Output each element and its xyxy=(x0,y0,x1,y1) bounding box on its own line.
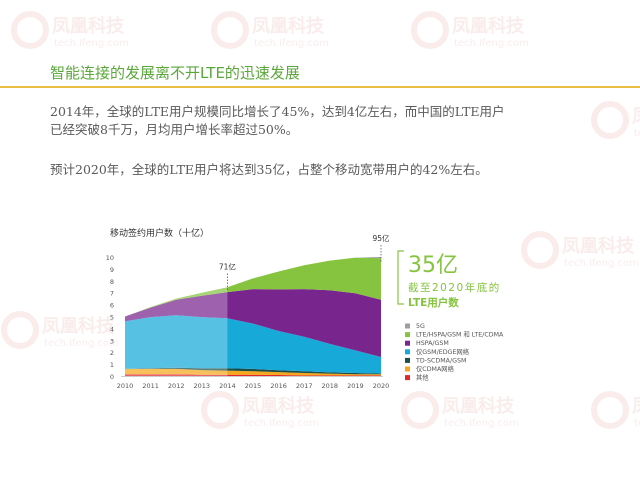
watermark-url: tech.ifeng.com xyxy=(244,418,319,429)
callout-line-2: LTE用户数 xyxy=(408,296,459,309)
callout-value: 35亿 xyxy=(408,253,458,278)
callout-line-1: 截至2020年底的 xyxy=(408,281,501,294)
x-tick-label: 2015 xyxy=(245,382,262,390)
x-tick-label: 2012 xyxy=(168,382,185,390)
watermark-logo-icon xyxy=(411,11,449,49)
watermark-logo-icon xyxy=(11,11,49,49)
watermark-name: 凤凰科技 xyxy=(632,105,640,127)
slide-title: 智能连接的发展离不开LTE的迅速发展 xyxy=(50,64,300,82)
y-tick-label: 4 xyxy=(110,325,114,333)
annotation-label: 95亿 xyxy=(372,233,390,243)
paragraph-lte-2020: 预计2020年，全球的LTE用户将达到35亿，占整个移动宽带用户的42%左右。 xyxy=(50,162,488,177)
area-series xyxy=(125,257,381,317)
legend-label: 仅GSM/EDGE网络 xyxy=(416,347,470,356)
y-tick-label: 3 xyxy=(110,337,114,345)
historic-shade xyxy=(125,255,228,376)
paragraph-line-2: 已经突破8千万，月均用户增长率超过50%。 xyxy=(50,122,299,137)
area-series xyxy=(125,374,381,376)
legend-swatch xyxy=(405,375,410,381)
x-axis: 2010 2011 2012 2013 2014 2015 2016 2017 2018 2019… xyxy=(117,376,390,390)
paragraph-lte-2014: 2014年，全球的LTE用户规模同比增长了45%，达到4亿左右，而中国的LTE用… xyxy=(50,103,505,139)
x-tick-label: 2016 xyxy=(270,382,287,390)
legend-label: TD-SCDMA/GSM xyxy=(415,357,466,364)
area-series xyxy=(125,289,381,357)
watermark-name: 凤凰科技 xyxy=(452,15,525,37)
y-tick-label: 1 xyxy=(110,361,114,369)
legend-swatch xyxy=(405,357,410,363)
y-axis: 0 1 2 3 4 5 6 7 8 9 10 xyxy=(106,254,114,381)
x-tick-label: 2011 xyxy=(142,382,159,390)
y-tick-label: 9 xyxy=(110,266,114,274)
legend-swatch xyxy=(405,323,410,329)
legend-label: 其他 xyxy=(416,373,429,382)
area-series-group xyxy=(125,257,381,376)
x-tick-label: 2019 xyxy=(347,382,364,390)
legend-swatch xyxy=(405,332,410,338)
paragraph-line-1: 2014年，全球的LTE用户规模同比增长了45%，达到4亿左右，而中国的LTE用… xyxy=(50,104,505,119)
x-tick-label: 2017 xyxy=(296,382,313,390)
legend-label: LTE/HSPA/GSM 和 LTE/CDMA xyxy=(416,330,504,339)
watermark-name: 凤凰科技 xyxy=(52,15,125,37)
legend-swatch xyxy=(405,366,410,372)
area-series xyxy=(125,368,381,376)
watermark-url: tech.ifeng.com xyxy=(444,418,519,429)
legend-swatch xyxy=(405,349,410,355)
legend-label: 仅CDMA网络 xyxy=(416,364,455,373)
legend-label: HSPA/GSM xyxy=(416,340,449,347)
area-series xyxy=(125,315,381,374)
legend-label: 5G xyxy=(416,323,425,330)
area-series xyxy=(125,367,381,375)
y-tick-label: 5 xyxy=(110,314,114,322)
chart-title: 移动签约用户数（十亿） xyxy=(110,227,209,239)
watermark-url: tech.ifeng.com xyxy=(634,128,640,139)
legend-swatch xyxy=(405,340,410,346)
y-tick-label: 0 xyxy=(110,373,114,381)
watermark-name: 凤凰科技 xyxy=(252,15,325,37)
watermark-logo-icon xyxy=(591,101,629,139)
y-tick-label: 6 xyxy=(110,302,114,310)
annotation-label: 71亿 xyxy=(219,262,237,272)
watermark-url: tech.ifeng.com xyxy=(634,418,640,429)
y-tick-label: 7 xyxy=(110,290,114,298)
y-tick-label: 2 xyxy=(110,349,114,357)
chart-overlay xyxy=(125,255,228,376)
title-divider xyxy=(0,86,640,88)
x-tick-label: 2014 xyxy=(219,382,236,390)
watermark-url: tech.ifeng.com xyxy=(454,38,529,49)
callout-bracket xyxy=(397,250,404,305)
x-tick-label: 2018 xyxy=(322,382,339,390)
x-tick-label: 2013 xyxy=(194,382,211,390)
watermark-url: tech.ifeng.com xyxy=(54,38,129,49)
watermark-logo-icon xyxy=(211,11,249,49)
watermark-url: tech.ifeng.com xyxy=(254,38,329,49)
x-tick-label: 2020 xyxy=(373,382,390,390)
y-tick-label: 10 xyxy=(106,254,114,262)
y-tick-label: 8 xyxy=(110,278,114,286)
x-tick-label: 2010 xyxy=(117,382,134,390)
